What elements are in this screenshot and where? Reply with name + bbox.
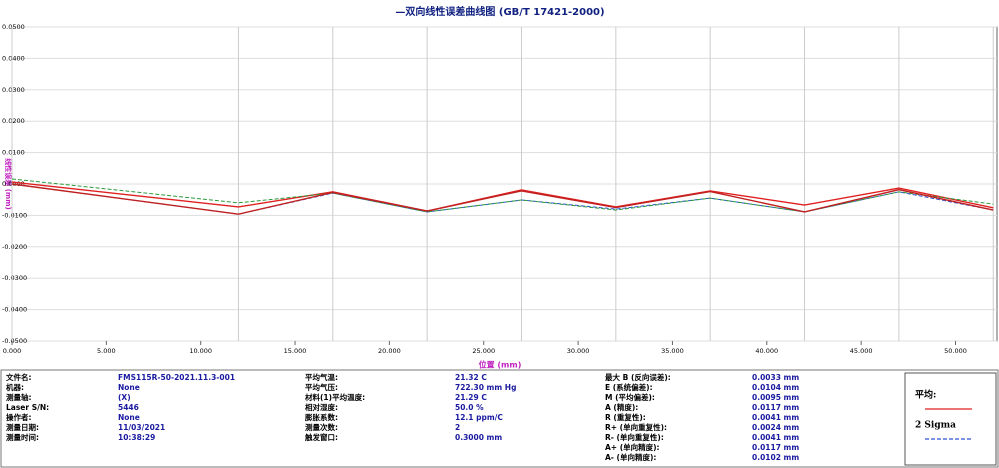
y-tick-label: -0.0200 — [2, 243, 27, 251]
x-tick-label: 35.000 — [661, 347, 684, 355]
info-value: 0.0041 mm — [752, 413, 800, 422]
info-label: 测量次数: — [305, 423, 338, 432]
info-value: 0.0095 mm — [752, 393, 800, 402]
info-value: 0.0033 mm — [752, 373, 800, 382]
y-tick-label: 0.0100 — [2, 149, 25, 157]
x-axis-label: 位置 (mm) — [479, 360, 522, 370]
y-tick-label: -0.0100 — [2, 211, 27, 219]
x-tick-label: 30.000 — [567, 347, 590, 355]
y-tick-label: -0.0400 — [2, 306, 27, 314]
info-label: R+ (单向重复性): — [605, 423, 668, 432]
info-frame — [0, 369, 999, 468]
info-label: 文件名: — [6, 373, 32, 382]
info-value: 10:38:29 — [118, 433, 156, 442]
x-tick-label: 5.000 — [97, 347, 116, 355]
info-label: 测量轴: — [6, 393, 32, 402]
info-label: 测量时间: — [6, 433, 39, 442]
legend-box — [904, 372, 997, 466]
info-value: 0.0117 mm — [752, 443, 800, 452]
info-label: 相对湿度: — [305, 403, 338, 412]
x-tick-label: 0.000 — [3, 347, 22, 355]
info-label: 平均气压: — [305, 383, 338, 392]
info-value: 0.0041 mm — [752, 433, 800, 442]
info-label: 触发窗口: — [305, 433, 338, 442]
info-value: 21.29 C — [455, 393, 487, 402]
info-value: (X) — [118, 393, 131, 402]
info-value: 2 — [455, 423, 461, 432]
info-value: 21.32 C — [455, 373, 487, 382]
legend-label: 2 Sigma — [915, 421, 956, 431]
info-value: 0.0024 mm — [752, 423, 800, 432]
y-tick-label: -0.0300 — [2, 274, 27, 282]
x-tick-label: 15.000 — [284, 347, 307, 355]
y-tick-label: 0.0400 — [2, 54, 25, 62]
info-label: 材料(1)平均温度: — [305, 393, 366, 402]
info-label: R (重复性): — [605, 413, 646, 422]
x-tick-label: 20.000 — [378, 347, 401, 355]
info-label: E (系统偏差): — [605, 383, 653, 392]
info-value: 5446 — [118, 403, 139, 412]
y-tick-label: -0.0500 — [2, 337, 27, 345]
info-label: 测量日期: — [6, 423, 39, 432]
info-value: 0.0102 mm — [752, 453, 800, 462]
legend-label: 平均: — [915, 389, 936, 401]
info-label: M (平均偏差): — [605, 393, 655, 402]
info-value: 0.0104 mm — [752, 383, 800, 392]
y-tick-label: 0.0300 — [2, 86, 25, 94]
info-value: 0.3000 mm — [455, 433, 503, 442]
info-value: 11/03/2021 — [118, 423, 166, 432]
info-value: 0.0117 mm — [752, 403, 800, 412]
info-value: FMS115R-50-2021.11.3-001 — [118, 373, 236, 382]
x-tick-label: 10.000 — [189, 347, 212, 355]
series-line — [11, 181, 994, 212]
series-line — [11, 183, 994, 215]
info-label: Laser S/N: — [6, 403, 50, 412]
info-value: 12.1 ppm/C — [455, 413, 503, 422]
info-label: 操作者: — [6, 413, 32, 422]
info-label: 最大 B (反向误差): — [605, 373, 671, 382]
series-line — [11, 178, 994, 213]
info-label: A- (单向精度): — [605, 453, 657, 462]
y-axis-label: 线性误差 (mm) — [4, 158, 13, 209]
info-value: None — [118, 413, 140, 422]
info-label: R- (单向重复性): — [605, 433, 664, 442]
y-tick-label: 0.0500 — [2, 23, 25, 31]
x-tick-label: 50.000 — [944, 347, 967, 355]
chart-title: —双向线性误差曲线图 (GB/T 17421-2000) — [395, 5, 604, 18]
info-value: 722.30 mm Hg — [455, 383, 517, 392]
info-label: 机器: — [6, 383, 24, 392]
info-label: 平均气温: — [305, 373, 338, 382]
info-label: A+ (单向精度): — [605, 443, 660, 452]
y-tick-label: 0.0200 — [2, 117, 25, 125]
info-value: None — [118, 383, 140, 392]
x-tick-label: 40.000 — [755, 347, 778, 355]
x-tick-label: 45.000 — [850, 347, 873, 355]
info-value: 50.0 % — [455, 403, 484, 412]
info-label: A (精度): — [605, 403, 639, 412]
info-label: 膨胀系数: — [305, 413, 338, 422]
x-tick-label: 25.000 — [472, 347, 495, 355]
